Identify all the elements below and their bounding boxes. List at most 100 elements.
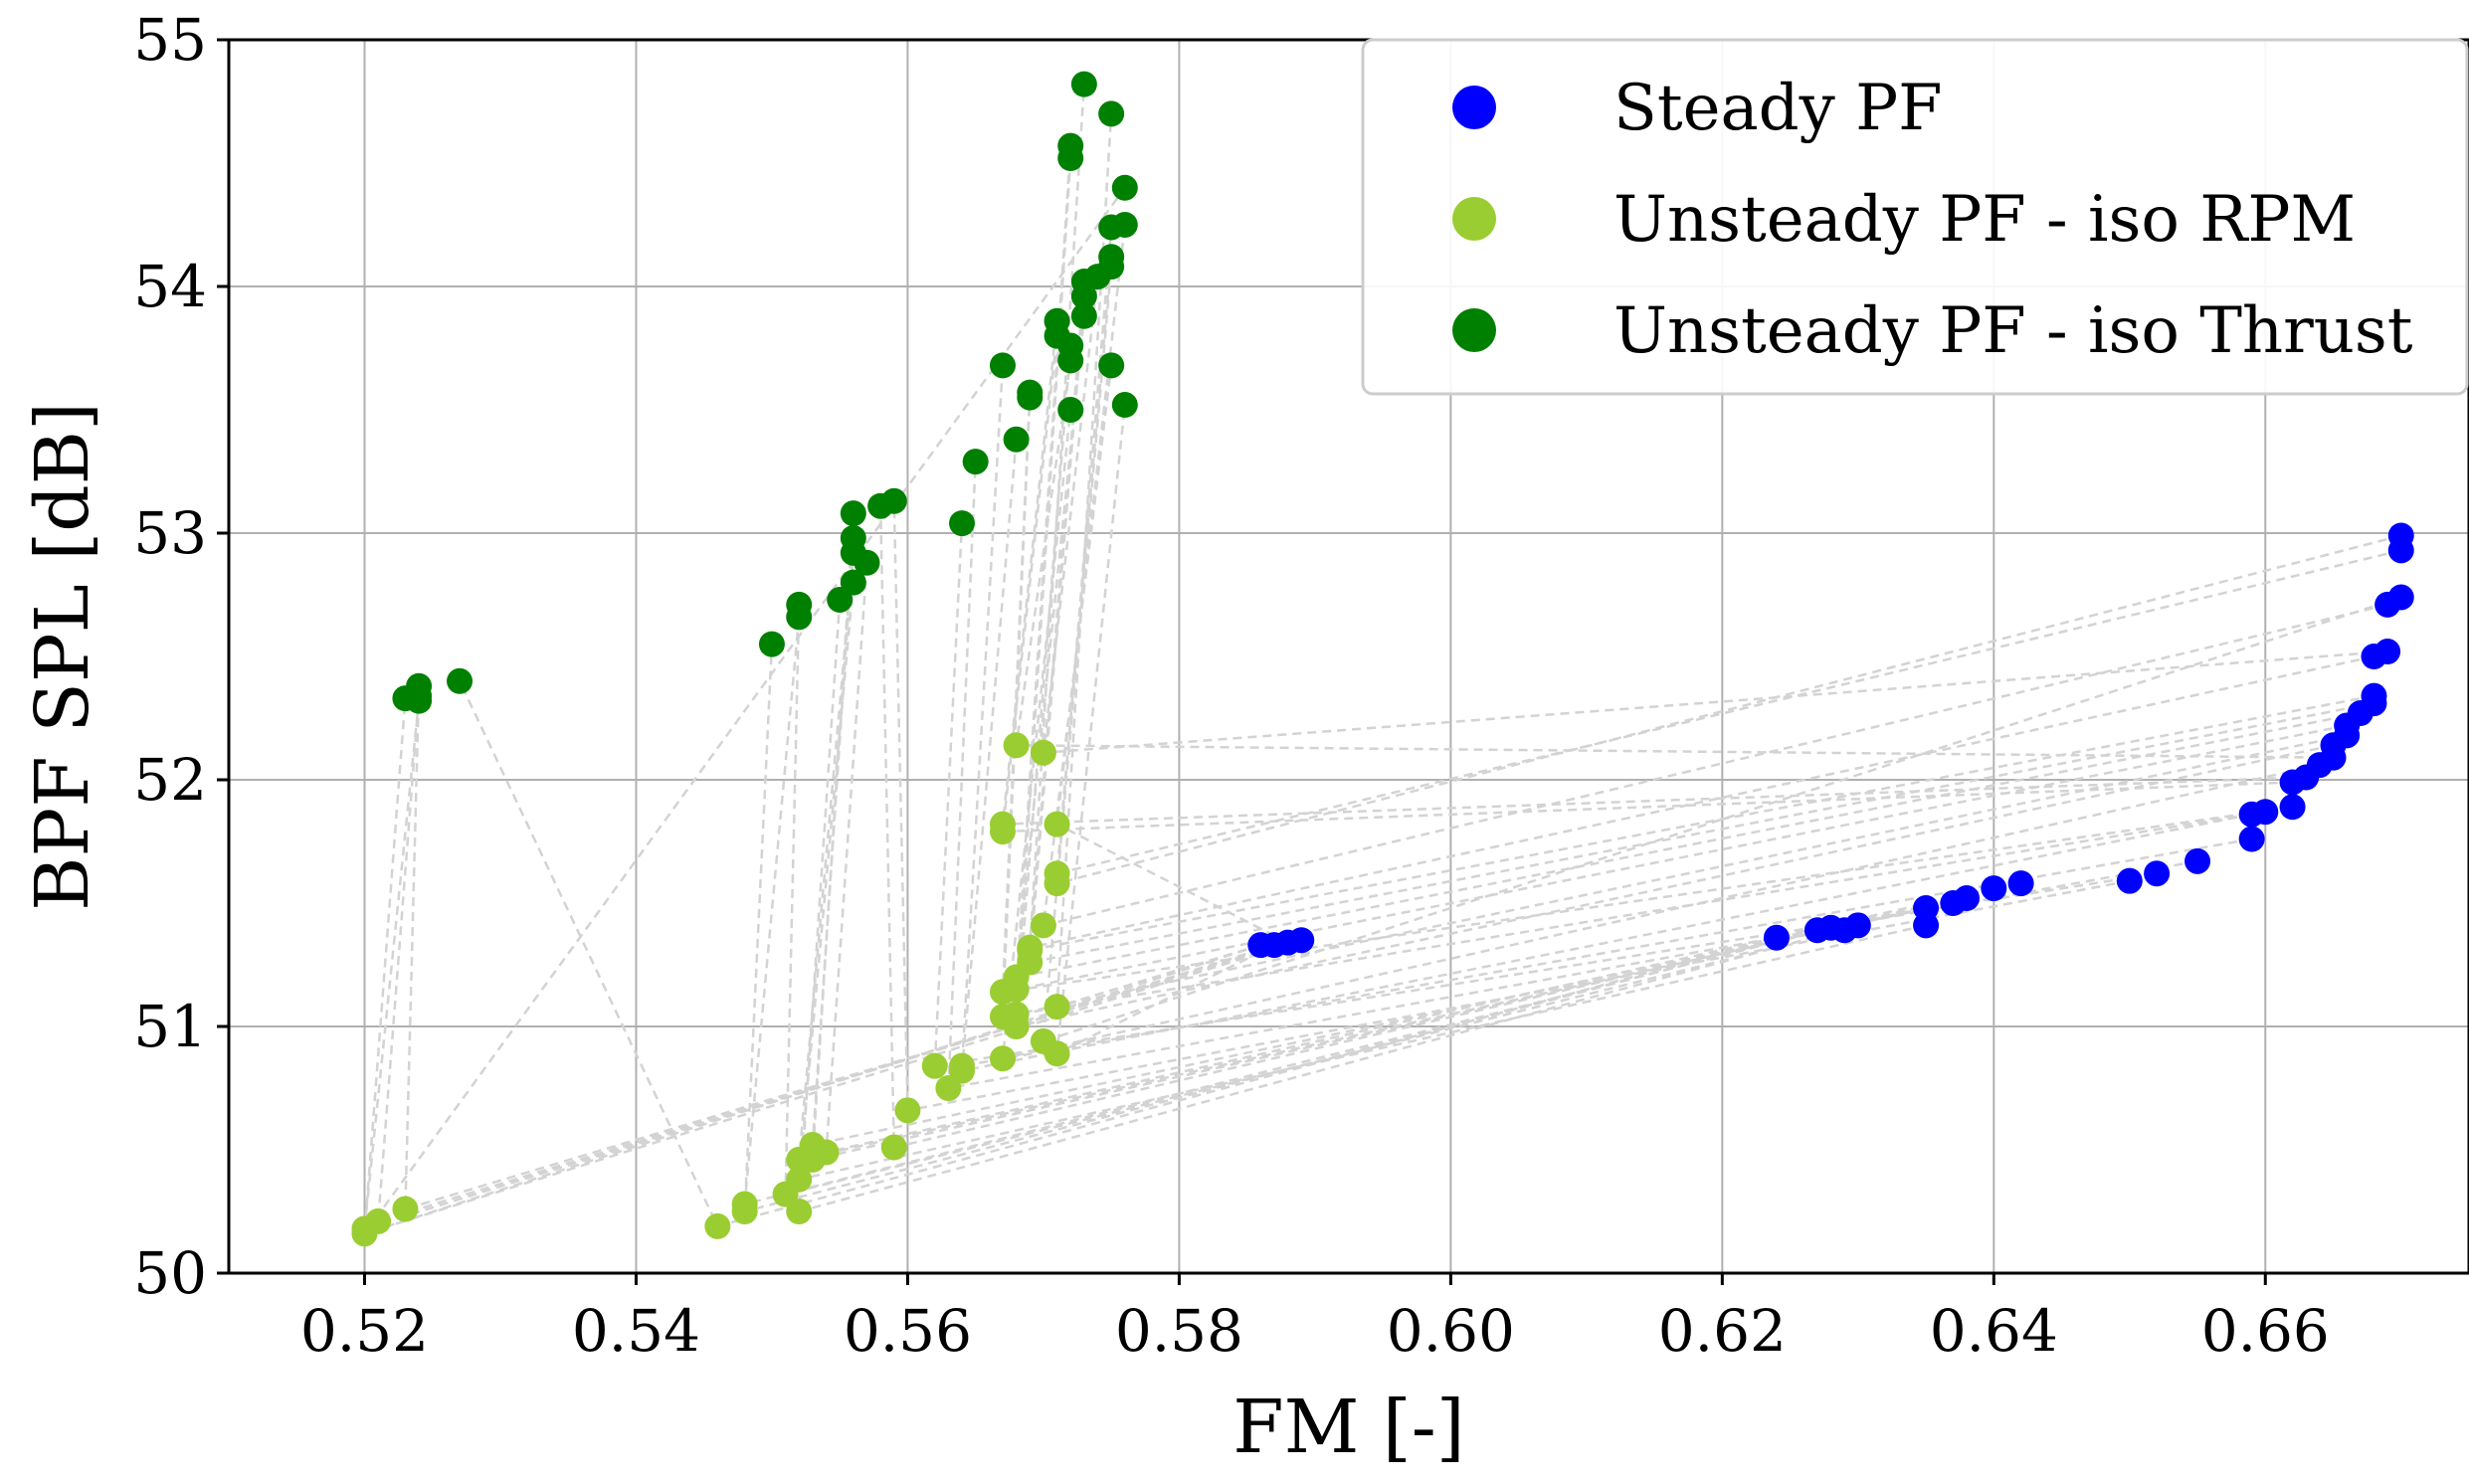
x-tick-label: 0.60: [1387, 1297, 1515, 1365]
marker-series-1-point-27: [1003, 1001, 1030, 1027]
marker-series-0-point-14: [2007, 870, 2034, 897]
marker-series-2-point-19: [1003, 426, 1030, 453]
x-tick-label: 0.56: [844, 1297, 972, 1365]
marker-series-1-point-33: [1030, 739, 1056, 766]
marker-series-1-point-37: [1044, 870, 1070, 897]
connector-line: [458, 680, 1778, 1228]
y-axis-ticks: 50 51 52 53 54 55: [133, 6, 229, 1307]
x-tick-label: 0.64: [1930, 1297, 2058, 1365]
marker-series-2-point-41: [1111, 174, 1138, 201]
y-tick-label: 53: [133, 499, 207, 567]
marker-series-2-point-12: [840, 500, 866, 527]
marker-series-2-point-39: [1111, 392, 1138, 419]
marker-series-1-point-34: [1030, 912, 1056, 939]
connector-line: [1042, 365, 2388, 927]
marker-series-0-point-10: [1913, 894, 1940, 921]
marker-series-0-point-12: [1954, 885, 1981, 912]
marker-series-1-point-4: [704, 1212, 731, 1239]
legend-marker: [1452, 86, 1496, 129]
marker-series-2-point-40: [1111, 212, 1138, 238]
connector-line: [361, 187, 1302, 1236]
marker-series-1-point-32: [1017, 934, 1044, 961]
legend-marker: [1452, 308, 1496, 352]
marker-series-1-point-14: [880, 1134, 907, 1161]
marker-series-0-point-18: [2238, 826, 2265, 852]
marker-series-1-point-39: [1044, 1040, 1070, 1067]
marker-series-2-point-17: [962, 449, 989, 475]
connector-line: [1001, 409, 2321, 1060]
connector-line: [1015, 315, 2362, 979]
connector-line: [404, 685, 1302, 1211]
y-tick-label: 55: [133, 6, 207, 74]
connector-line: [1015, 145, 2348, 992]
marker-series-2-point-13: [854, 549, 880, 576]
y-tick-label: 52: [133, 746, 207, 814]
x-axis-ticks: 0.52 0.54 0.56 0.58 0.60 0.62 0.64 0.66: [300, 1273, 2330, 1365]
legend-box: [1361, 38, 2469, 396]
marker-series-1-point-15: [894, 1097, 921, 1124]
x-axis-title: FM [-]: [1233, 1385, 1464, 1470]
marker-series-0-point-8: [1844, 912, 1871, 939]
marker-series-1-point-24: [989, 1045, 1016, 1072]
marker-series-2-point-32: [1070, 71, 1097, 97]
connector-line: [1001, 320, 2307, 826]
connector-line: [1028, 280, 2374, 952]
marker-series-0-point-37: [2387, 522, 2414, 549]
connector-line: [1055, 257, 2402, 875]
marker-series-0-point-20: [2252, 799, 2279, 826]
marker-series-2-point-4: [447, 667, 474, 694]
marker-series-1-point-16: [921, 1052, 948, 1079]
legend-label: Unsteady PF - iso Thrust: [1614, 294, 2413, 368]
marker-series-0-point-31: [2361, 682, 2387, 709]
connector-line: [1028, 295, 2374, 965]
x-tick-label: 0.66: [2201, 1297, 2330, 1365]
marker-series-2-point-23: [1044, 307, 1070, 334]
legend-label: Unsteady PF - iso RPM: [1614, 183, 2356, 257]
marker-series-2-point-5: [758, 631, 785, 657]
x-tick-label: 0.62: [1658, 1297, 1787, 1365]
connector-line: [1001, 335, 2293, 834]
marker-series-2-point-21: [1017, 379, 1044, 406]
marker-series-2-point-29: [1070, 302, 1097, 329]
y-tick-label: 50: [133, 1239, 207, 1307]
marker-series-1-point-25: [1003, 732, 1030, 759]
connector-line: [1015, 345, 2334, 1028]
marker-series-2-point-16: [949, 510, 976, 537]
marker-series-0-point-15: [2116, 867, 2143, 894]
marker-series-1-point-13: [813, 1139, 840, 1166]
x-tick-label: 0.54: [572, 1297, 700, 1365]
plot-frame: [227, 38, 2469, 1275]
marker-series-2-point-28: [1057, 132, 1084, 159]
legend-marker: [1452, 197, 1496, 241]
connector-line: [1001, 397, 2266, 1019]
marker-series-0-point-35: [2387, 584, 2414, 611]
marker-series-0-point-4: [1763, 924, 1790, 951]
marker-series-2-point-11: [840, 524, 866, 551]
y-tick-label: 54: [133, 253, 207, 320]
marker-series-0-point-13: [1981, 875, 2007, 902]
connector-line: [933, 523, 2158, 1068]
marker-series-2-point-38: [1098, 100, 1125, 127]
marker-series-0-point-21: [2279, 794, 2306, 821]
y-tick-label: 51: [133, 993, 207, 1060]
connector-line: [797, 582, 1927, 1182]
marker-series-2-point-8: [827, 586, 854, 613]
marker-series-0-point-33: [2374, 639, 2401, 665]
marker-series-2-point-24: [1057, 397, 1084, 423]
marker-series-1-point-8: [786, 1199, 813, 1224]
x-tick-label: 0.58: [1115, 1297, 1243, 1365]
data-markers: [351, 71, 2414, 1247]
marker-series-0-point-16: [2144, 860, 2171, 887]
x-tick-label: 0.52: [300, 1297, 429, 1365]
marker-series-1-point-9: [786, 1166, 813, 1193]
marker-series-1-point-2: [365, 1207, 392, 1234]
marker-series-1-point-6: [731, 1191, 758, 1217]
connector-line: [1001, 392, 2293, 994]
marker-series-1-point-3: [392, 1196, 419, 1222]
connector-line: [1015, 360, 2334, 759]
marker-series-2-point-36: [1098, 244, 1125, 271]
legend: Steady PF Unsteady PF - iso RPM Unsteady P…: [1361, 38, 2469, 396]
marker-series-2-point-26: [1057, 332, 1084, 359]
connector-line: [960, 365, 2252, 1068]
